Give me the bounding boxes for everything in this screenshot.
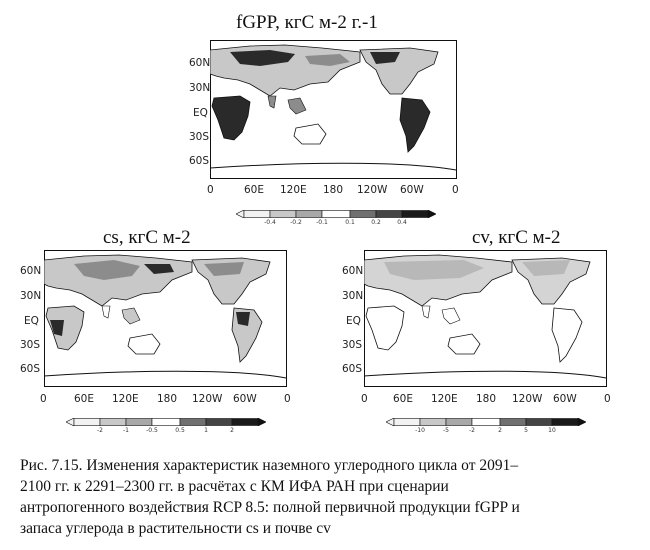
colorbar-label: -1	[123, 427, 129, 434]
lon-label: 180	[323, 184, 344, 196]
lat-label: 60N	[342, 265, 364, 277]
lat-label: 60S	[189, 155, 210, 167]
caption-line: запаса углерода в растительности cs и по…	[20, 520, 331, 537]
caption-line: антропогенного воздействия RCP 8.5: полн…	[20, 499, 520, 516]
colorbar	[386, 418, 586, 426]
lon-label: 120E	[112, 393, 139, 405]
land-se-asia	[441, 307, 461, 325]
land-africa	[365, 305, 405, 351]
colorbar-label: 2	[230, 427, 234, 434]
land-se-asia	[121, 307, 141, 325]
land-australia	[127, 333, 161, 355]
caption-line: Рис. 7.15. Изменения характеристик назем…	[20, 457, 519, 474]
land-dark-patch	[230, 50, 295, 66]
lon-label: 120E	[280, 184, 307, 196]
lon-label: 0	[284, 393, 291, 405]
figure-caption: Рис. 7.15. Изменения характеристик назем…	[20, 455, 635, 539]
colorbar	[66, 418, 266, 426]
colorbar-label: -2	[469, 427, 475, 434]
land-africa	[211, 95, 251, 141]
lon-label: 0	[361, 393, 368, 405]
lat-label: EQ	[193, 107, 208, 119]
lon-label: 60W	[233, 393, 257, 405]
lon-label: 120E	[431, 393, 458, 405]
lon-label: 120W	[357, 184, 388, 196]
panel-title: fGPP, кгС м-2 г.-1	[236, 12, 378, 33]
lon-label: 60W	[400, 184, 424, 196]
colorbar-label: 0.5	[175, 427, 185, 434]
lon-label: 0	[207, 184, 214, 196]
colorbar-label: -2	[97, 427, 103, 434]
land-dark-patch	[370, 52, 400, 64]
map-cs	[44, 250, 287, 387]
caption-line: 2100 гг. к 2291–2300 гг. в расчётах с КМ…	[20, 478, 449, 495]
land-india	[421, 305, 431, 319]
land-dark-patch	[236, 312, 250, 326]
colorbar-label: -5	[443, 427, 449, 434]
colorbar-label: 0.2	[371, 219, 381, 226]
land-india	[267, 95, 277, 109]
colorbar-label: 0.1	[345, 219, 355, 226]
lon-label: 180	[476, 393, 497, 405]
land-south-america	[399, 97, 431, 153]
colorbar-label: 0.4	[397, 219, 407, 226]
lat-label: 60S	[20, 363, 41, 375]
map-fgpp	[210, 40, 457, 179]
lon-label: 120W	[512, 393, 543, 405]
land-south-america	[551, 307, 583, 363]
lat-label: 60N	[20, 265, 42, 277]
colorbar	[236, 210, 436, 218]
panel-title: cv, кгС м-2	[472, 227, 561, 248]
land-mid-patch	[305, 54, 350, 66]
land-australia	[293, 123, 327, 145]
lat-label: 60S	[342, 363, 363, 375]
land-india	[101, 305, 111, 319]
lat-label: EQ	[346, 315, 361, 327]
lon-label: 0	[604, 393, 611, 405]
land-light-patch	[384, 260, 484, 280]
land-mid-patch	[204, 262, 244, 276]
land-dark-patch	[50, 320, 64, 336]
lon-label: 0	[40, 393, 47, 405]
lon-label: 60E	[74, 393, 94, 405]
lon-label: 180	[157, 393, 178, 405]
colorbar-label: -0.2	[290, 219, 302, 226]
colorbar-label: 5	[524, 427, 528, 434]
coast-antarctica	[44, 370, 287, 379]
coast-antarctica	[364, 370, 607, 379]
panel-title: cs, кгС м-2	[103, 227, 191, 248]
lat-label: 30N	[189, 82, 211, 94]
lat-label: 30N	[342, 290, 364, 302]
colorbar-label: 1	[204, 427, 208, 434]
lon-label: 120W	[192, 393, 223, 405]
lat-label: 30S	[342, 339, 363, 351]
land-dark-patch	[144, 264, 174, 274]
colorbar-label: -0.1	[316, 219, 328, 226]
colorbar-label: -0.5	[146, 427, 158, 434]
colorbar-label: -0.4	[264, 219, 276, 226]
lon-label: 60E	[244, 184, 264, 196]
lon-label: 60W	[553, 393, 577, 405]
lat-label: 30S	[189, 131, 210, 143]
land-se-asia	[287, 97, 307, 115]
lon-label: 60E	[393, 393, 413, 405]
colorbar-label: -10	[415, 427, 425, 434]
lat-label: EQ	[24, 315, 39, 327]
lat-label: 60N	[189, 57, 211, 69]
land-australia	[447, 333, 481, 355]
lon-label: 0	[452, 184, 459, 196]
map-cv	[364, 250, 607, 387]
lat-label: 30N	[20, 290, 42, 302]
lat-label: 30S	[20, 339, 41, 351]
colorbar-label: 10	[548, 427, 556, 434]
land-africa	[45, 305, 85, 351]
coast-antarctica	[210, 162, 457, 171]
colorbar-label: 2	[498, 427, 502, 434]
land-light-patch	[522, 260, 570, 276]
land-mid-patch	[74, 260, 140, 280]
